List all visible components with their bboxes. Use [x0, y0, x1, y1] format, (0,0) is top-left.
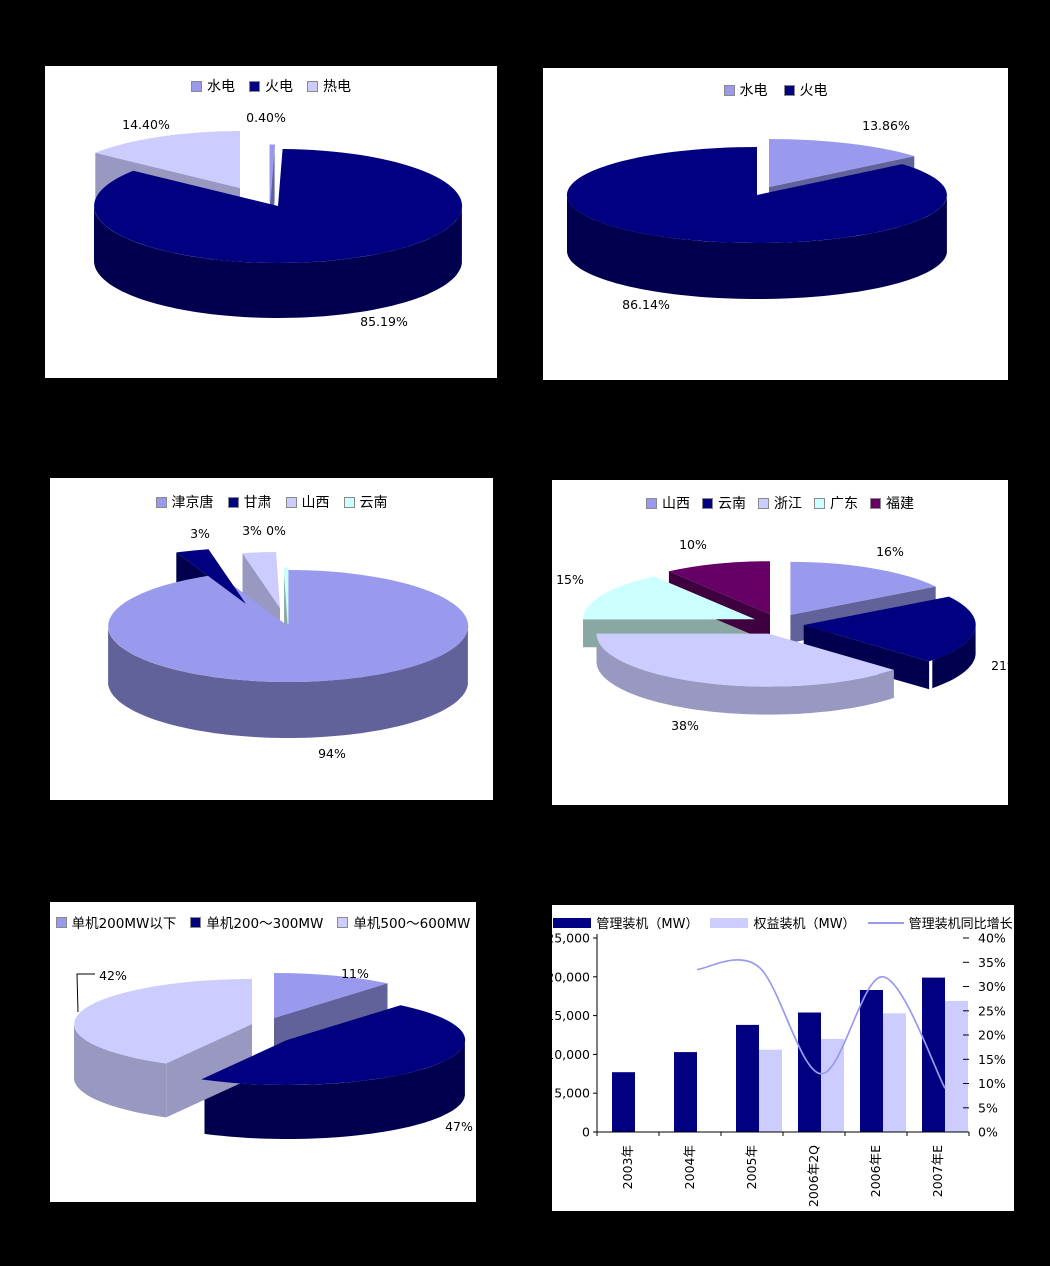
pie-slice: [283, 567, 289, 625]
data-label: 94%: [318, 746, 346, 761]
y-axis-label-right: 10%: [978, 1076, 1006, 1091]
pie-slice: [274, 973, 388, 1018]
data-label: 21%: [991, 658, 1008, 673]
pie-chart-canvas: 94% 3% 3% 0%: [108, 523, 469, 761]
pie-slice: [668, 561, 770, 615]
bar-line-chart-canvas: 0 5,000 10,000 15,000 20,000 25,000 0% 5% 10% 15%…: [552, 931, 1006, 1208]
data-label: 38%: [671, 718, 699, 733]
bar: [922, 977, 945, 1132]
trend-line: [696, 959, 946, 1089]
bar: [821, 1038, 844, 1132]
pie-slice-band: [204, 1041, 465, 1139]
data-label: 0.40%: [246, 110, 286, 125]
data-label: 3%: [242, 523, 262, 538]
y-axis-label-left: 0: [582, 1125, 590, 1140]
data-label: 13.86%: [862, 118, 910, 133]
y-axis-label-left: 20,000: [552, 969, 590, 984]
pie-chart-canvas: 11% 47% 42%: [74, 966, 473, 1139]
pie-chart-canvas: 0.40% 85.19% 14.40%: [94, 110, 463, 329]
y-axis-label-right: 15%: [978, 1052, 1006, 1067]
y-axis-label-right: 20%: [978, 1028, 1006, 1043]
x-axis-label: 2004年: [682, 1145, 697, 1189]
pie-slice: [269, 144, 276, 203]
data-label: 10%: [679, 537, 707, 552]
pie-slice: [74, 979, 252, 1064]
x-axis-label: 2006年E: [868, 1145, 883, 1197]
chart-panel-power-structure-hydro-thermal: 13.86% 86.14% 水电 火电: [543, 68, 1008, 380]
pie-slice-band: [567, 195, 947, 299]
data-label: 47%: [445, 1119, 473, 1134]
bar: [883, 1013, 906, 1132]
pie-slice: [242, 552, 280, 608]
pie-slice: [790, 561, 936, 615]
y-axis-label-left: 10,000: [552, 1047, 590, 1062]
pie-slice: [583, 576, 755, 620]
pie-slice: [803, 596, 976, 662]
pie-slice-band: [932, 626, 976, 689]
chart-panel-unit-capacity-structure: 11% 47% 42% 单机200MW以下 单机200～300MW 单机500～600MW: [50, 902, 476, 1202]
data-label: 85.19%: [360, 314, 408, 329]
pie-slice-band: [74, 1024, 167, 1118]
pie-slice: [108, 569, 469, 682]
y-axis-label-right: 25%: [978, 1003, 1006, 1018]
pie-slice: [176, 549, 246, 604]
chart-panel-region-structure-four: 94% 3% 3% 0% 津京唐 甘肃 山西 云南: [50, 478, 493, 800]
pie-chart-canvas: 13.86% 86.14%: [566, 118, 947, 312]
y-axis-label-right: 35%: [978, 955, 1006, 970]
bar: [945, 1000, 968, 1132]
pie-slice: [566, 147, 947, 243]
data-label: 86.14%: [622, 297, 670, 312]
y-axis-label-left: 5,000: [554, 1086, 590, 1101]
bar: [674, 1052, 697, 1132]
data-label: 15%: [556, 572, 584, 587]
y-axis-label-right: 0%: [978, 1125, 998, 1140]
pie-slice: [769, 139, 915, 187]
y-axis-label-right: 5%: [978, 1100, 998, 1115]
data-label: 3%: [190, 526, 210, 541]
data-label: 14.40%: [122, 117, 170, 132]
bar: [798, 1012, 821, 1132]
chart-panel-installed-capacity-trend: 0 5,000 10,000 15,000 20,000 25,000 0% 5% 10% 15%…: [552, 905, 1014, 1211]
bar: [612, 1072, 635, 1132]
pie-slice-band: [596, 634, 894, 715]
pie-slice-wall: [803, 625, 930, 690]
y-axis-label-right: 40%: [978, 931, 1006, 946]
data-label: 42%: [99, 968, 127, 983]
label-leader-line: [76, 973, 95, 1013]
bar: [736, 1024, 759, 1132]
y-axis-label-left: 25,000: [552, 931, 590, 946]
pie-slice-wall: [166, 1024, 252, 1118]
pie-slice-band: [108, 628, 468, 738]
x-axis-label: 2003年: [620, 1145, 635, 1189]
x-axis-label: 2005年: [744, 1145, 759, 1189]
pie-slice: [201, 1005, 466, 1085]
y-axis-label-right: 30%: [978, 979, 1006, 994]
bar: [759, 1049, 782, 1132]
y-axis-label-left: 15,000: [552, 1008, 590, 1023]
pie-slice: [94, 149, 463, 263]
data-label: 11%: [341, 966, 369, 981]
pie-slice: [596, 633, 894, 687]
data-label: 16%: [876, 544, 904, 559]
pie-slice: [95, 131, 240, 188]
x-axis-label: 2007年E: [930, 1145, 945, 1197]
pie-chart-canvas: 16% 21% 38% 15% 10%: [556, 537, 1008, 733]
x-axis-label: 2006年2Q: [806, 1145, 821, 1207]
chart-panel-power-structure-with-heat: 0.40% 85.19% 14.40% 水电 火电 热电: [45, 66, 497, 378]
pie-slice-band: [94, 206, 462, 318]
data-label: 0%: [266, 523, 286, 538]
bar: [860, 990, 883, 1132]
